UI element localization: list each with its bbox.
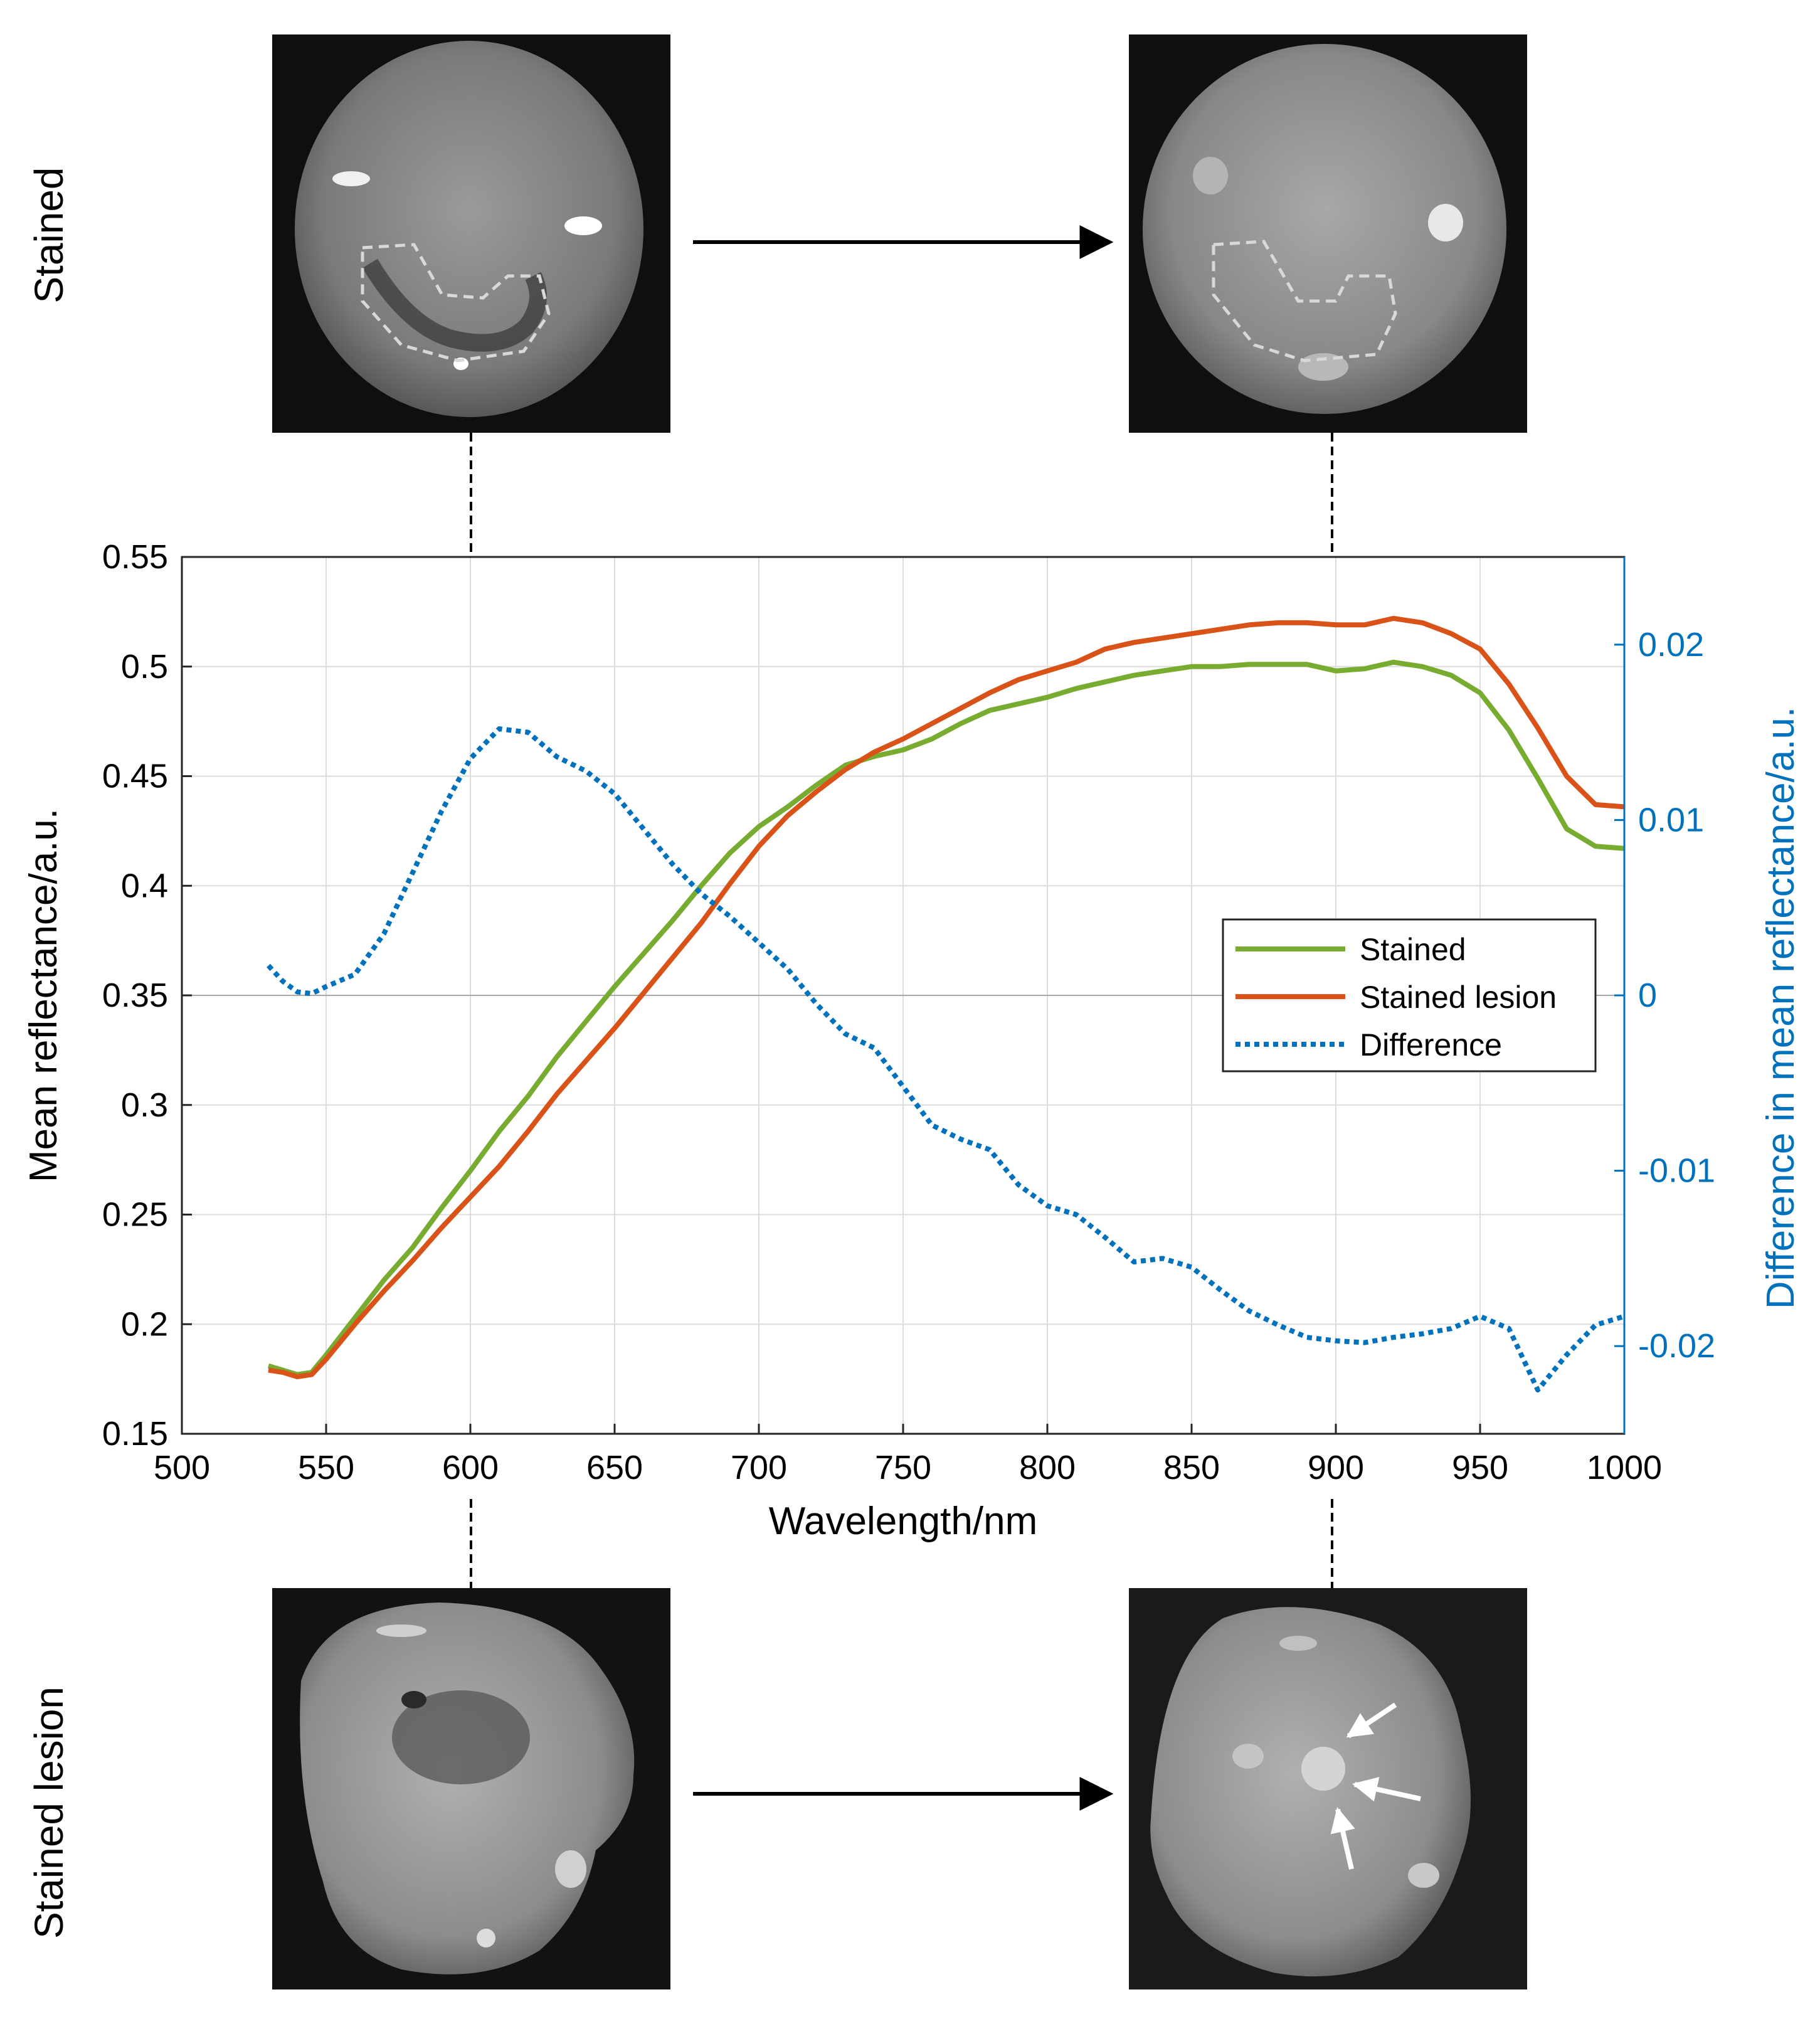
y-tick-label: 0.15: [102, 1415, 168, 1453]
row-label-top: Stained: [26, 167, 71, 303]
row-label-bottom: Stained lesion: [26, 1687, 71, 1939]
x-tick-label: 850: [1163, 1449, 1220, 1486]
x-tick-label: 750: [875, 1449, 931, 1486]
y-tick-label: 0.3: [121, 1086, 168, 1124]
image-lesion-600: [272, 1588, 670, 1989]
y2-axis-label: Difference in mean reflectance/a.u.: [1759, 707, 1802, 1309]
y-tick-label: 0.5: [121, 648, 168, 686]
y2-tick-label: 0.02: [1638, 626, 1704, 664]
y-tick-label: 0.4: [121, 867, 168, 904]
legend-label-difference: Difference: [1360, 1027, 1502, 1062]
reflectance-chart: 500 550 600 650 700 750 800 850 900 950 1000 0.15 0.…: [22, 538, 1802, 1543]
image-stained-900: [1129, 34, 1527, 433]
x-tick-label: 650: [586, 1449, 643, 1486]
y2-tick-label: -0.01: [1638, 1152, 1715, 1190]
series-stained-lesion: [268, 615, 1625, 1380]
legend-label-lesion: Stained lesion: [1360, 980, 1557, 1015]
x-tick-label: 700: [731, 1449, 787, 1486]
x-tick-label: 600: [442, 1449, 499, 1486]
x-tick-label: 950: [1452, 1449, 1508, 1486]
y2-tick-label: 0: [1638, 977, 1657, 1014]
x-tick-label: 800: [1019, 1449, 1076, 1486]
x-axis-label: Wavelength/nm: [769, 1500, 1037, 1543]
x-tick-label: 500: [154, 1449, 210, 1486]
y-tick-label: 0.25: [102, 1196, 168, 1234]
series-difference: [267, 726, 1626, 1393]
image-stained-600: [272, 34, 670, 433]
x-tick-label: 900: [1308, 1449, 1364, 1486]
x-tick-label: 1000: [1587, 1449, 1662, 1486]
legend-label-stained: Stained: [1360, 932, 1466, 967]
legend: Stained Stained lesion Difference: [1222, 918, 1597, 1073]
y-tick-label: 0.45: [102, 758, 168, 795]
y-axis-label: Mean reflectance/a.u.: [22, 808, 65, 1182]
y-tick-label: 0.55: [102, 538, 168, 576]
image-lesion-900: [1129, 1588, 1527, 1989]
y2-tick-label: 0.01: [1638, 801, 1704, 839]
x-tick-label: 550: [298, 1449, 354, 1486]
ticks: 500 550 600 650 700 750 800 850 900 950 1000 0.15 0.…: [102, 538, 1715, 1486]
y2-tick-label: -0.02: [1638, 1327, 1715, 1365]
series-stained: [267, 659, 1625, 1377]
series-group: [267, 615, 1626, 1393]
y-tick-label: 0.35: [102, 977, 168, 1014]
y-tick-label: 0.2: [121, 1305, 168, 1343]
